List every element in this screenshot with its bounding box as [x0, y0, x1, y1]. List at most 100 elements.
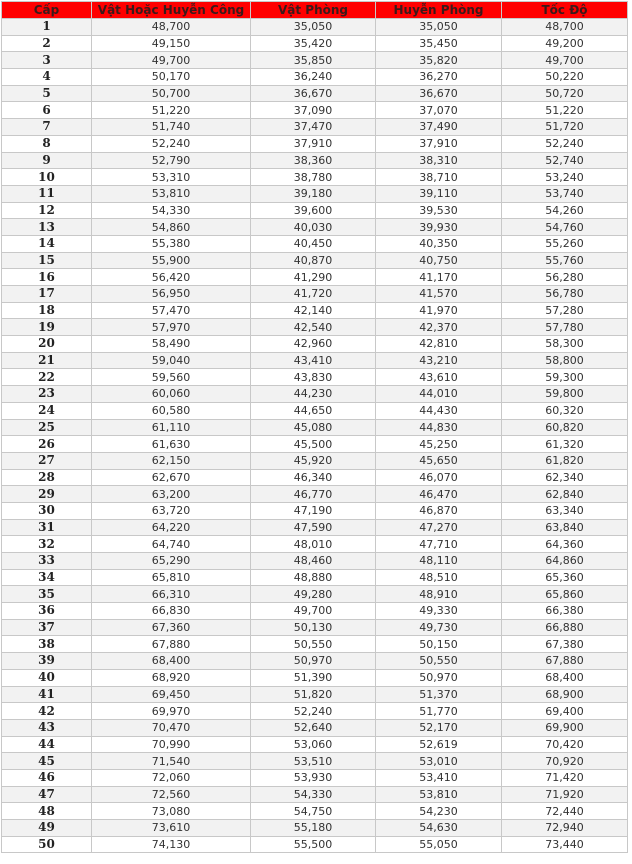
cell-physical-defense: 45,920 — [250, 451, 376, 470]
cell-level: 21 — [1, 351, 92, 370]
cell-attack: 61,630 — [91, 435, 251, 453]
cell-magic-defense: 37,490 — [375, 118, 502, 136]
cell-magic-defense: 35,050 — [375, 18, 502, 36]
cell-magic-defense: 50,970 — [375, 668, 502, 687]
cell-attack: 60,580 — [91, 401, 251, 420]
cell-speed: 67,380 — [501, 635, 628, 654]
cell-speed: 55,760 — [501, 251, 628, 270]
cell-speed: 67,880 — [501, 652, 628, 670]
cell-magic-defense: 41,970 — [375, 301, 502, 320]
cell-attack: 51,740 — [91, 118, 251, 136]
table-row: 3 49,700 35,850 35,820 49,700 — [1, 51, 628, 70]
cell-attack: 69,970 — [91, 702, 251, 720]
cell-physical-defense: 49,280 — [250, 585, 376, 604]
cell-magic-defense: 35,450 — [375, 34, 502, 53]
cell-magic-defense: 41,570 — [375, 285, 502, 303]
cell-magic-defense: 38,310 — [375, 151, 502, 170]
cell-magic-defense: 52,619 — [375, 735, 502, 754]
table-row: 10 53,310 38,780 38,710 53,240 — [1, 168, 628, 186]
table-row: 5 50,700 36,670 36,670 50,720 — [1, 84, 628, 103]
cell-speed: 54,760 — [501, 218, 628, 236]
cell-attack: 70,470 — [91, 718, 251, 737]
cell-speed: 58,300 — [501, 335, 628, 353]
cell-speed: 70,420 — [501, 735, 628, 754]
cell-level: 37 — [1, 618, 92, 637]
cell-attack: 59,040 — [91, 351, 251, 370]
cell-speed: 68,400 — [501, 668, 628, 687]
cell-physical-defense: 39,600 — [250, 201, 376, 220]
cell-physical-defense: 35,050 — [250, 18, 376, 36]
cell-magic-defense: 52,170 — [375, 718, 502, 737]
cell-level: 40 — [1, 668, 92, 687]
table-row: 6 51,220 37,090 37,070 51,220 — [1, 101, 628, 120]
cell-speed: 65,360 — [501, 568, 628, 587]
table-row: 26 61,630 45,500 45,250 61,320 — [1, 435, 628, 453]
table-row: 34 65,810 48,880 48,510 65,360 — [1, 568, 628, 587]
table-row: 8 52,240 37,910 37,910 52,240 — [1, 134, 628, 153]
table-row: 18 57,470 42,140 41,970 57,280 — [1, 301, 628, 320]
table-row: 23 60,060 44,230 44,010 59,800 — [1, 385, 628, 403]
cell-attack: 58,490 — [91, 335, 251, 353]
cell-physical-defense: 44,230 — [250, 385, 376, 403]
table-row: 21 59,040 43,410 43,210 58,800 — [1, 351, 628, 370]
table-row: 17 56,950 41,720 41,570 56,780 — [1, 285, 628, 303]
cell-attack: 63,200 — [91, 485, 251, 503]
cell-attack: 61,110 — [91, 418, 251, 437]
cell-attack: 54,860 — [91, 218, 251, 236]
cell-attack: 55,380 — [91, 234, 251, 253]
cell-level: 24 — [1, 401, 92, 420]
cell-level: 38 — [1, 635, 92, 654]
header-speed: Tốc Độ — [501, 1, 628, 19]
cell-physical-defense: 40,450 — [250, 234, 376, 253]
cell-level: 31 — [1, 518, 92, 537]
cell-speed: 62,340 — [501, 468, 628, 487]
cell-magic-defense: 50,150 — [375, 635, 502, 654]
cell-physical-defense: 44,650 — [250, 401, 376, 420]
cell-attack: 74,130 — [91, 835, 251, 854]
header-row: Cấp Vật Hoặc Huyễn Công Vật Phòng Huyễn … — [1, 1, 628, 19]
cell-magic-defense: 49,330 — [375, 602, 502, 620]
cell-attack: 68,920 — [91, 668, 251, 687]
cell-physical-defense: 51,820 — [250, 685, 376, 704]
cell-magic-defense: 48,510 — [375, 568, 502, 587]
cell-speed: 57,780 — [501, 318, 628, 337]
cell-speed: 60,320 — [501, 401, 628, 420]
cell-physical-defense: 40,870 — [250, 251, 376, 270]
cell-magic-defense: 51,370 — [375, 685, 502, 704]
table-row: 38 67,880 50,550 50,150 67,380 — [1, 635, 628, 654]
table-row: 30 63,720 47,190 46,870 63,340 — [1, 501, 628, 520]
cell-attack: 66,310 — [91, 585, 251, 604]
cell-magic-defense: 48,110 — [375, 552, 502, 570]
table-row: 11 53,810 39,180 39,110 53,740 — [1, 184, 628, 203]
table-row: 7 51,740 37,470 37,490 51,720 — [1, 118, 628, 136]
cell-speed: 71,420 — [501, 768, 628, 787]
cell-speed: 59,800 — [501, 385, 628, 403]
cell-physical-defense: 53,930 — [250, 768, 376, 787]
table-row: 44 70,990 53,060 52,619 70,420 — [1, 735, 628, 754]
cell-speed: 68,900 — [501, 685, 628, 704]
table-row: 43 70,470 52,640 52,170 69,900 — [1, 718, 628, 737]
cell-attack: 52,240 — [91, 134, 251, 153]
cell-attack: 59,560 — [91, 368, 251, 387]
cell-magic-defense: 42,810 — [375, 335, 502, 353]
cell-magic-defense: 35,820 — [375, 51, 502, 70]
cell-physical-defense: 42,140 — [250, 301, 376, 320]
cell-physical-defense: 36,240 — [250, 68, 376, 86]
cell-speed: 70,920 — [501, 752, 628, 770]
cell-speed: 73,440 — [501, 835, 628, 854]
table-row: 19 57,970 42,540 42,370 57,780 — [1, 318, 628, 337]
table-row: 48 73,080 54,750 54,230 72,440 — [1, 802, 628, 820]
cell-level: 17 — [1, 285, 92, 303]
cell-level: 29 — [1, 485, 92, 503]
cell-speed: 72,940 — [501, 819, 628, 837]
cell-attack: 68,400 — [91, 652, 251, 670]
cell-magic-defense: 44,830 — [375, 418, 502, 437]
cell-level: 11 — [1, 184, 92, 203]
cell-level: 13 — [1, 218, 92, 236]
cell-level: 20 — [1, 335, 92, 353]
cell-magic-defense: 54,630 — [375, 819, 502, 837]
table-row: 37 67,360 50,130 49,730 66,880 — [1, 618, 628, 637]
cell-attack: 49,700 — [91, 51, 251, 70]
cell-speed: 62,840 — [501, 485, 628, 503]
cell-attack: 62,670 — [91, 468, 251, 487]
